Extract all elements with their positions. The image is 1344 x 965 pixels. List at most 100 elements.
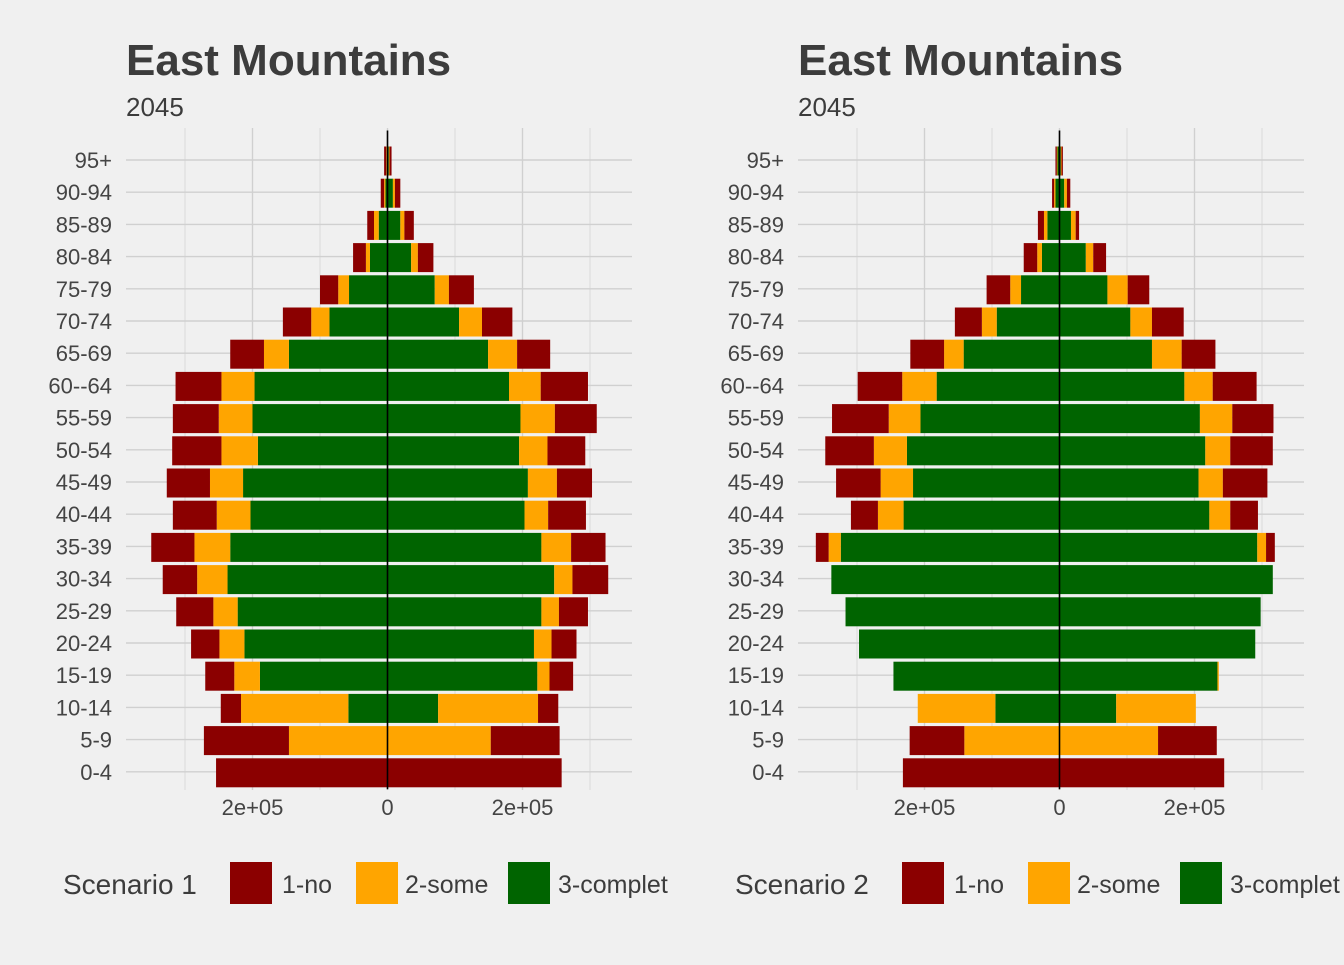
bar-some-left [1056,146,1058,176]
bar-some-right [1064,178,1067,208]
bar-some-right [459,307,482,337]
y-tick-label: 10-14 [728,695,784,720]
x-tick-label: 2e+05 [894,795,956,820]
y-tick-label: 95+ [747,148,784,173]
bar-complet-left [845,597,1060,627]
bar-some-right [554,565,573,595]
bar-no-right [549,661,574,691]
bar-no-right [538,693,559,723]
y-tick-label: 60--64 [720,373,784,398]
bar-complet-left [254,371,388,401]
bar-complet-left [1055,178,1060,208]
bar-some-right [392,178,395,208]
bar-some-left [365,243,370,273]
bar-no-right [1232,404,1274,434]
bar-no-left [205,661,235,691]
bar-some-right [1217,661,1219,691]
bar-complet-right [1059,597,1261,627]
bar-some-right [411,243,418,273]
legend-label-complet: 3-complet [1230,871,1340,899]
y-tick-label: 5-9 [80,728,112,753]
y-tick-label: 65-69 [56,341,112,366]
bar-some-right [1116,693,1196,723]
bar-complet-left [348,693,388,723]
bar-no-right [389,146,392,176]
x-tick-label: 2e+05 [1164,795,1226,820]
bar-no-left [1055,146,1057,176]
bar-complet-right [387,210,401,240]
legend-key-complet [1180,862,1222,904]
legend-title: Scenario 1 [63,869,197,900]
y-tick-label: 40-44 [56,502,112,527]
bar-some-right [388,146,390,176]
bar-complet-left [831,565,1060,595]
bar-some-left [386,146,387,176]
bar-complet-right [1059,307,1131,337]
y-tick-label: 45-49 [728,470,784,495]
chart-subtitle: 2045 [798,92,856,122]
bar-complet-right [1059,371,1185,401]
bar-no-right [551,629,577,659]
bar-some-right [509,371,541,401]
bar-complet-right [387,532,542,562]
y-tick-label: 60--64 [48,373,112,398]
pyramid-chart-scenario-1: East Mountains 2045 0-4 5-9 10-14 15-19 20-2… [48,36,668,904]
bar-no-left [353,243,366,273]
bar-some-left [1054,178,1056,208]
bar-no-right [1266,532,1275,562]
bar-complet-right [1059,404,1200,434]
bar-no-left [175,371,222,401]
y-tick-label: 55-59 [56,406,112,431]
bar-complet-left [893,661,1060,691]
bar-no-left [850,500,878,530]
bar-some-left [964,726,1060,756]
bar-some-right [434,275,449,305]
bar-no-right [1061,146,1063,176]
y-tick-label: 55-59 [728,406,784,431]
bar-some-left [209,468,244,498]
bar-some-right [1199,404,1233,434]
bar-no-right [394,178,401,208]
bar-no-right [1127,275,1150,305]
bar-complet-right [387,371,509,401]
bar-some-right [1107,275,1128,305]
legend-label-no: 1-no [282,871,332,899]
bar-no-left [367,210,374,240]
bar-complet-right [1059,500,1210,530]
bar-no-left [384,146,387,176]
bar-no-right [417,243,434,273]
bar-no-left [172,436,222,466]
bar-complet-right [1059,565,1273,595]
bar-complet-left [859,629,1060,659]
bar-some-right [1257,532,1267,562]
bar-complet-left [259,661,388,691]
y-tick-label: 50-54 [56,438,112,463]
bar-no-right [1158,726,1217,756]
bar-no-left [836,468,881,498]
y-tick-label: 25-29 [728,599,784,624]
bar-complet-right [387,629,534,659]
bar-no-right [482,307,513,337]
bar-complet-right [1059,275,1108,305]
bar-complet-left [906,436,1060,466]
bar-complet-left [995,693,1060,723]
y-tick-label: 40-44 [728,502,784,527]
bar-no-left [191,629,220,659]
y-tick-label: 0-4 [752,760,784,785]
bar-no-left [832,404,889,434]
bar-some-left [1043,210,1048,240]
bar-complet-right [1059,629,1256,659]
bar-no-left [176,597,214,627]
bar-no-left [954,307,982,337]
bar-no-left [203,726,289,756]
bar-complet-left [1021,275,1060,305]
bar-complet-right [387,307,460,337]
bar-complet-right [387,468,528,498]
legend-key-complet [508,862,550,904]
bar-no-right [558,597,588,627]
bar-some-left [944,339,964,369]
legend: Scenario 2 1-no 2-some 3-complet [735,862,1340,904]
bar-no-left [162,565,198,595]
bar-some-right [1205,436,1231,466]
y-tick-label: 10-14 [56,695,112,720]
